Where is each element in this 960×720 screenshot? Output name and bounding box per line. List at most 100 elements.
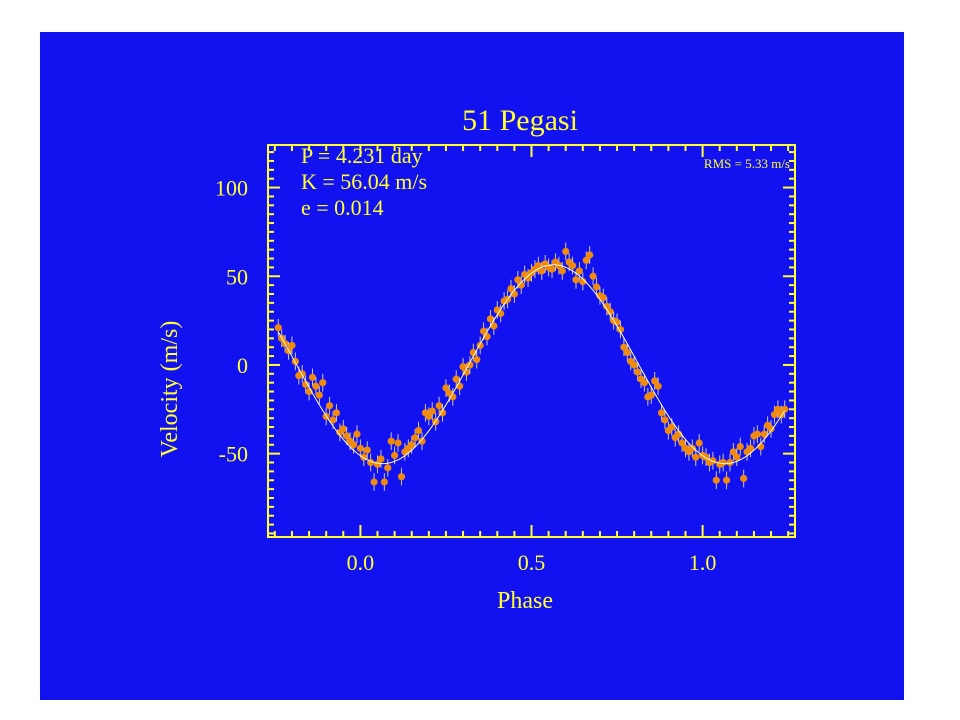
y-tick-label: -50	[219, 442, 248, 467]
point-marker	[606, 308, 614, 316]
data-point	[675, 425, 683, 443]
point-marker	[353, 430, 361, 438]
point-marker	[384, 464, 392, 472]
orbit-fit-curve	[277, 264, 786, 465]
point-marker	[579, 277, 587, 286]
point-marker	[397, 473, 406, 481]
data-point	[462, 363, 471, 381]
data-point	[575, 262, 584, 280]
point-marker	[538, 267, 546, 275]
data-point	[312, 377, 320, 396]
data-point	[302, 375, 310, 394]
point-marker	[603, 302, 611, 311]
data-point	[586, 246, 594, 264]
data-point	[377, 450, 385, 468]
data-point	[274, 318, 282, 337]
point-marker	[319, 379, 327, 387]
data-point	[438, 403, 447, 422]
y-tick-label: 50	[226, 264, 248, 289]
data-point	[630, 356, 638, 374]
point-marker	[414, 426, 423, 435]
data-point	[633, 363, 642, 381]
point-marker	[572, 276, 580, 284]
data-point	[288, 336, 296, 355]
point-marker	[524, 274, 532, 282]
data-point	[613, 313, 621, 332]
point-marker	[736, 442, 744, 451]
x-axis-label: Phase	[497, 588, 553, 614]
data-point	[332, 403, 341, 422]
point-marker	[760, 430, 768, 438]
y-axis-label: Velocity (m/s)	[157, 321, 183, 458]
annotation-semi-amplitude: K = 56.04 m/s	[301, 169, 427, 194]
data-point	[356, 439, 364, 458]
point-marker	[469, 348, 477, 357]
data-point	[616, 320, 625, 339]
data-point	[353, 425, 361, 443]
data-point	[452, 370, 460, 389]
point-marker	[709, 457, 717, 465]
point-marker	[394, 439, 402, 447]
point-marker	[377, 455, 385, 463]
point-marker	[288, 341, 296, 350]
point-marker	[438, 409, 447, 417]
point-marker	[462, 368, 471, 376]
point-marker	[325, 402, 334, 410]
data-point	[449, 388, 457, 406]
data-point	[657, 403, 666, 422]
data-point	[695, 434, 703, 452]
point-marker	[746, 444, 755, 452]
point-marker	[630, 361, 638, 369]
point-marker	[363, 446, 371, 454]
chart-panel: 51 Pegasi Phase Velocity (m/s) P = 4.231…	[40, 32, 904, 700]
point-marker	[418, 437, 426, 445]
point-marker	[781, 405, 789, 413]
point-marker	[719, 458, 727, 467]
data-point	[579, 272, 587, 291]
point-marker	[623, 348, 631, 357]
data-point	[435, 396, 443, 415]
data-point	[363, 441, 371, 459]
point-marker	[332, 409, 341, 417]
data-point	[640, 373, 649, 392]
data-point	[692, 448, 700, 467]
point-marker	[633, 368, 642, 376]
data-point	[781, 400, 789, 419]
data-point	[568, 256, 577, 275]
data-point	[709, 451, 717, 470]
x-tick-label: 1.0	[689, 550, 717, 575]
point-marker	[507, 285, 515, 293]
point-marker	[514, 276, 522, 284]
y-tick-label: 0	[237, 353, 248, 378]
data-point	[592, 278, 601, 296]
data-point	[688, 439, 696, 458]
y-tick-label: 100	[215, 176, 248, 201]
point-marker	[692, 453, 700, 461]
point-marker	[592, 283, 601, 291]
data-point	[418, 432, 426, 451]
data-point	[538, 262, 546, 280]
point-marker	[517, 281, 525, 289]
data-point	[572, 270, 580, 289]
point-marker	[534, 262, 542, 270]
point-marker	[391, 451, 399, 460]
point-marker	[558, 267, 566, 275]
data-point	[315, 386, 323, 404]
point-marker	[435, 402, 443, 410]
data-point	[661, 411, 669, 429]
data-point	[414, 421, 423, 440]
point-marker	[582, 256, 590, 264]
axes: 0.0 0.5 1.0 -50 0 50 100	[215, 144, 796, 575]
point-marker	[770, 411, 779, 419]
annotation-eccentricity: e = 0.014	[301, 195, 384, 220]
data-point	[712, 471, 720, 490]
point-marker	[408, 441, 416, 449]
annotation-period: P = 4.231 day	[301, 143, 423, 168]
point-marker	[442, 384, 450, 392]
data-point	[753, 425, 761, 443]
point-marker	[616, 325, 625, 334]
point-marker	[740, 474, 748, 483]
point-marker	[729, 448, 738, 456]
data-point	[325, 396, 334, 415]
point-marker	[657, 409, 666, 417]
